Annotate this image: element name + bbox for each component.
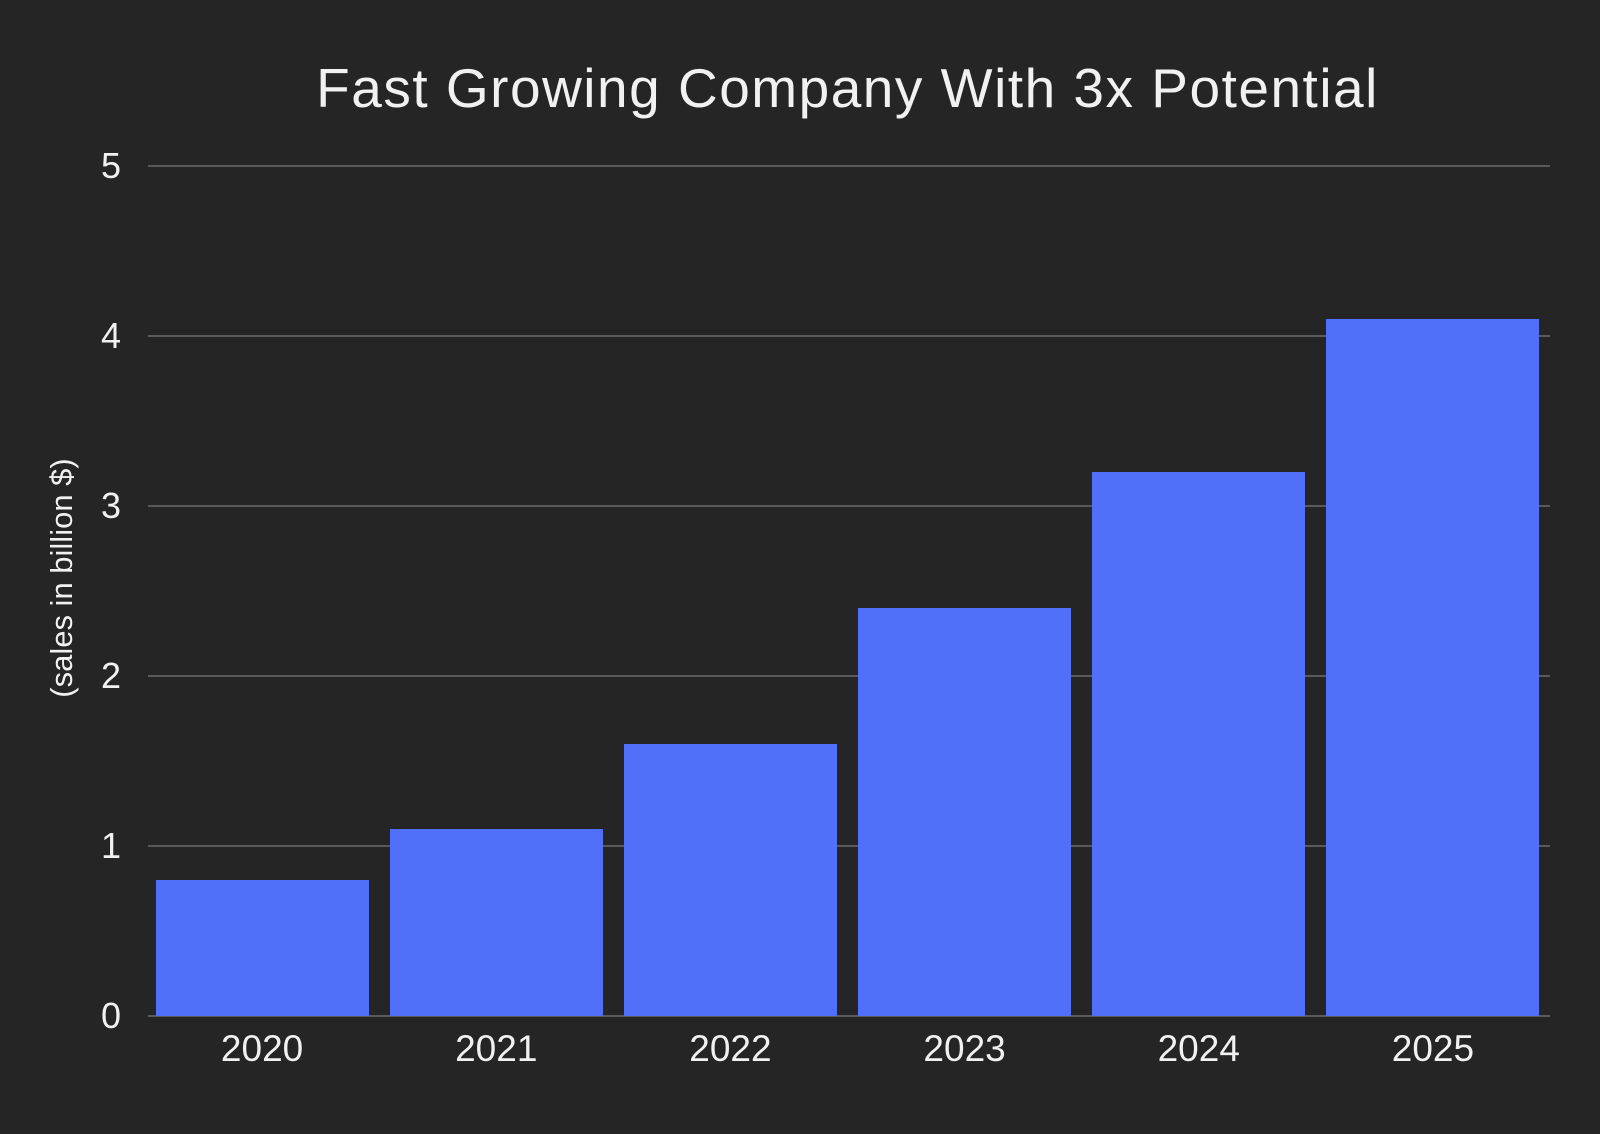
- y-axis-tick-label-2: 2: [100, 655, 121, 696]
- chart-title: Fast Growing Company With 3x Potential: [316, 57, 1379, 119]
- bar-2022: [623, 744, 837, 1016]
- chart-plot-area: 0 1 2 3 4 5: [101, 148, 1550, 1034]
- gridline-y-4: [148, 335, 1550, 337]
- gridline-y-2: [148, 675, 1550, 677]
- x-axis-tick-label-2024: 2024: [1157, 1028, 1240, 1069]
- gridline-y-1: [148, 845, 1550, 847]
- bar-2025: [1326, 319, 1540, 1016]
- x-axis-tick-label-2023: 2023: [923, 1028, 1006, 1069]
- y-axis-title: (sales in billion $): [44, 458, 79, 698]
- y-axis-tick-label-5: 5: [100, 145, 121, 186]
- y-axis-tick-label-1: 1: [100, 825, 121, 866]
- gridline-y-3: [148, 505, 1550, 507]
- gridline-y-0: [148, 1015, 1550, 1017]
- bar-2023: [858, 608, 1072, 1016]
- x-axis-tick-label-2021: 2021: [455, 1028, 538, 1069]
- y-axis-tick-label-4: 4: [100, 315, 121, 356]
- x-axis-tick-label-2025: 2025: [1391, 1028, 1475, 1069]
- x-axis-tick-label-2022: 2022: [689, 1028, 772, 1069]
- y-axis-tick-label-0: 0: [100, 995, 121, 1036]
- y-axis-tick-label-3: 3: [100, 485, 121, 526]
- bar-2020: [155, 880, 369, 1016]
- bar-2021: [389, 829, 603, 1016]
- x-axis-tick-label-2020: 2020: [220, 1028, 304, 1069]
- bar-2024: [1092, 472, 1306, 1016]
- gridline-y-5: [148, 165, 1550, 167]
